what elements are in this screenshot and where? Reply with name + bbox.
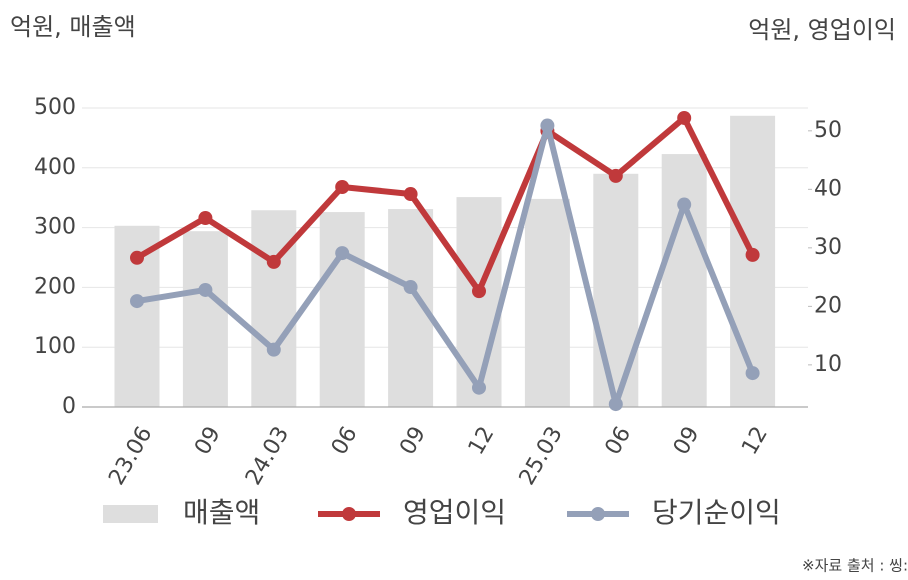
- y-tick-label: 300: [34, 215, 76, 240]
- y2-tick-label: 50: [814, 118, 842, 143]
- point: [745, 247, 760, 262]
- x-tick-label: 06: [327, 423, 363, 460]
- y-tick-label: 500: [34, 95, 76, 120]
- source-note: ※자료 출처 : 씽:: [802, 557, 908, 575]
- x-tick-label: 23.06: [104, 423, 157, 490]
- x-tick-label: 12: [464, 423, 500, 460]
- bar: [661, 154, 707, 407]
- legend-swatch: [591, 507, 605, 521]
- y-tick-label: 100: [34, 334, 76, 359]
- x-tick-label: 24.03: [241, 423, 294, 490]
- y2-tick-label: 40: [814, 176, 842, 201]
- y2-tick-label: 20: [814, 293, 842, 318]
- line: [135, 114, 756, 295]
- point: [745, 366, 760, 381]
- y2-tick-label: 10: [814, 352, 842, 377]
- point: [472, 380, 486, 395]
- point: [472, 284, 486, 299]
- x-tick-label: 09: [669, 423, 705, 460]
- y-tick-label: 200: [34, 274, 76, 299]
- point: [130, 250, 144, 265]
- line: [136, 122, 756, 408]
- bar: [524, 198, 570, 407]
- point: [608, 397, 623, 412]
- point: [198, 211, 213, 226]
- point: [677, 197, 692, 212]
- x-tick-label: 09: [395, 423, 431, 460]
- y-tick-label: 400: [34, 155, 76, 180]
- legend-label: 영업이익: [403, 496, 506, 529]
- bar: [182, 231, 228, 407]
- y2-tick-label: 30: [814, 235, 842, 260]
- bar: [593, 173, 639, 407]
- point: [403, 187, 418, 202]
- legend-swatch: [342, 507, 356, 521]
- point: [540, 118, 555, 133]
- legend-swatch: [103, 505, 158, 523]
- point: [335, 179, 350, 194]
- point: [130, 294, 144, 309]
- point: [403, 280, 418, 295]
- point: [198, 282, 213, 297]
- x-tick-label: 09: [190, 423, 226, 460]
- bar: [456, 197, 502, 407]
- y-axis-label: 억원, 매출액: [10, 13, 136, 41]
- bar: [319, 212, 365, 407]
- legend-label: 매출액: [183, 496, 260, 529]
- point: [266, 342, 281, 357]
- point: [677, 110, 692, 125]
- y2-axis-label: 억원, 영업이익: [748, 16, 896, 44]
- x-tick-label: 12: [737, 423, 773, 460]
- legend-label: 당기순이익: [652, 496, 781, 529]
- x-tick-label: 06: [601, 423, 637, 460]
- x-tick-label: 25.03: [515, 423, 568, 490]
- y-tick-label: 0: [62, 394, 76, 419]
- bar: [251, 210, 297, 407]
- point: [335, 246, 350, 261]
- point: [608, 168, 623, 183]
- point: [266, 254, 281, 269]
